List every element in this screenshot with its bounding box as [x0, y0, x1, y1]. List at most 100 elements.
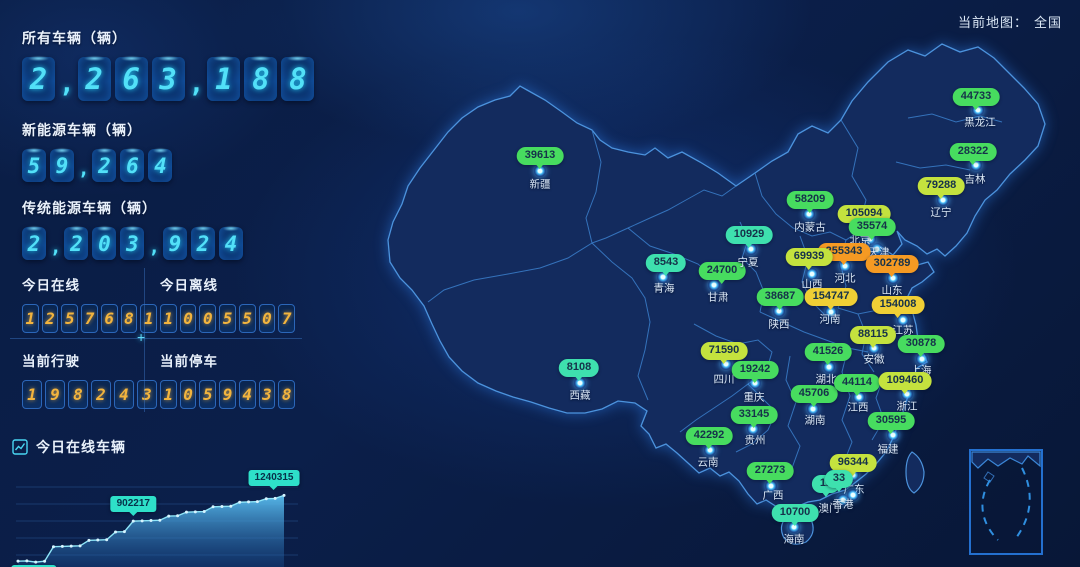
province-label: 湖南 [804, 414, 826, 427]
province-bubble-贵州[interactable]: 33145 [730, 406, 778, 428]
stat-now-driving-label: 当前行驶 [22, 354, 80, 369]
province-label: 西藏 [569, 389, 591, 402]
led-digit: 8 [278, 380, 296, 409]
led-digit: 6 [120, 149, 145, 182]
bubble-tail [849, 471, 857, 476]
province-bubble-重庆[interactable]: 19242 [731, 361, 779, 383]
province-bubble-上海[interactable]: 30878 [897, 335, 945, 357]
south-china-sea-inset [969, 449, 1043, 555]
data-point [122, 530, 126, 534]
led-digit: 5 [22, 149, 46, 182]
province-label: 河南 [819, 313, 841, 326]
province-bubble-吉林[interactable]: 28322 [949, 143, 997, 165]
province-bubble-广东[interactable]: 96344 [829, 454, 877, 476]
province-bubble-陕西[interactable]: 38687 [756, 288, 804, 310]
province-bubble-甘肃[interactable]: 24700 [698, 262, 746, 284]
province-bubble-河南[interactable]: 154747 [804, 288, 858, 310]
province-bubble-香港[interactable]: 33 [824, 470, 854, 492]
led-comma: , [50, 236, 62, 258]
province-label: 河北 [834, 272, 856, 285]
taiwan-island [905, 451, 925, 494]
bubble-tail [822, 492, 830, 497]
province-bubble-四川[interactable]: 71590 [700, 342, 748, 364]
province-bubble-江苏[interactable]: 154008 [871, 296, 925, 318]
province-marker-香港[interactable] [847, 489, 859, 501]
bubble-tail [937, 194, 945, 199]
province-marker-澳门[interactable] [837, 494, 849, 506]
bubble-tail [840, 260, 848, 265]
province-label: 贵州 [744, 434, 766, 447]
data-point [255, 500, 259, 504]
province-bubble-广西[interactable]: 27273 [746, 462, 794, 484]
current-map-value: 全国 [1033, 15, 1062, 30]
province-bubble-湖南[interactable]: 45706 [790, 385, 838, 407]
bubble-tail [720, 359, 728, 364]
data-point [78, 544, 82, 548]
province-label: 四川 [713, 373, 735, 386]
data-point [43, 559, 47, 563]
data-point [264, 497, 268, 501]
province-bubble-内蒙古[interactable]: 58209 [786, 191, 834, 213]
province-label: 新疆 [529, 178, 551, 191]
province-bubble-黑龙江[interactable]: 44733 [952, 88, 1000, 110]
province-label: 福建 [877, 443, 899, 456]
province-borders [427, 113, 1003, 469]
province-label: 甘肃 [707, 291, 729, 304]
bubble-tail [824, 360, 832, 365]
led-digit: 2 [22, 227, 46, 260]
bubble-tail [661, 271, 670, 276]
stat-all-vehicles-label: 所有车辆（辆） [22, 30, 127, 46]
province-marker-天津[interactable] [871, 243, 883, 255]
province-bubble-山西[interactable]: 69939 [785, 248, 833, 270]
province-bubble-北京[interactable]: 35574 [848, 218, 896, 240]
data-point [211, 505, 215, 509]
data-point [16, 559, 20, 563]
led-digit: 5 [238, 304, 256, 333]
data-point [273, 496, 277, 500]
province-bubble-云南[interactable]: 42292 [685, 427, 733, 449]
province-bubble-海南[interactable]: 10700 [771, 504, 819, 526]
led-digit: 0 [199, 304, 217, 333]
province-bubble-新疆[interactable]: 39613 [516, 147, 564, 169]
province-bubble-江西[interactable]: 44114 [834, 374, 880, 396]
province-bubble-湖北[interactable]: 41526 [804, 343, 852, 365]
province-bubble-辽宁[interactable]: 79288 [917, 177, 965, 199]
data-point [202, 510, 206, 514]
chart-title: 今日在线车辆 [36, 439, 126, 455]
province-label: 山西 [801, 278, 823, 291]
chart-value-label: 1240315 [248, 470, 300, 487]
led-comma: , [59, 69, 75, 99]
led-digit: 5 [199, 380, 217, 409]
province-bubble-青海[interactable]: 8543 [645, 254, 687, 276]
bubble-tail [969, 160, 977, 165]
bubble-tail [852, 391, 861, 396]
data-point [60, 544, 64, 548]
bubble-tail [917, 352, 925, 357]
province-bubble-浙江[interactable]: 109460 [878, 372, 932, 394]
led-digit: 2 [190, 227, 215, 260]
province-label: 浙江 [896, 400, 918, 413]
province-bubble-西藏[interactable]: 8108 [558, 359, 600, 381]
bubble-tail [766, 479, 774, 484]
bubble-tail [887, 429, 895, 434]
province-bubble-安徽[interactable]: 88115 [850, 326, 896, 348]
chart-header: 今日在线车辆 [12, 437, 126, 457]
province-bubble-福建[interactable]: 30595 [867, 412, 915, 434]
bubble-tail [750, 423, 758, 428]
province-label: 香港 [832, 498, 854, 511]
province-bubble-山东[interactable]: 302789 [865, 255, 919, 277]
led-digit: 6 [114, 57, 148, 101]
led-digit: 2 [41, 304, 59, 333]
led-digit: 3 [258, 380, 276, 409]
province-bubble-宁夏[interactable]: 10929 [725, 226, 773, 248]
province-marker-山西[interactable] [806, 268, 818, 280]
led-digit: 8 [244, 57, 278, 101]
province-marker-甘肃[interactable] [708, 279, 720, 291]
led-digit: 3 [137, 380, 157, 409]
